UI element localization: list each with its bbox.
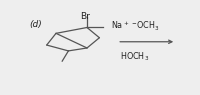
Text: Na$^+$ $^{-}$OCH$_3$: Na$^+$ $^{-}$OCH$_3$: [111, 20, 159, 33]
Text: Br: Br: [80, 12, 90, 21]
Text: HOCH$_3$: HOCH$_3$: [120, 51, 150, 63]
Text: (d): (d): [29, 20, 42, 29]
